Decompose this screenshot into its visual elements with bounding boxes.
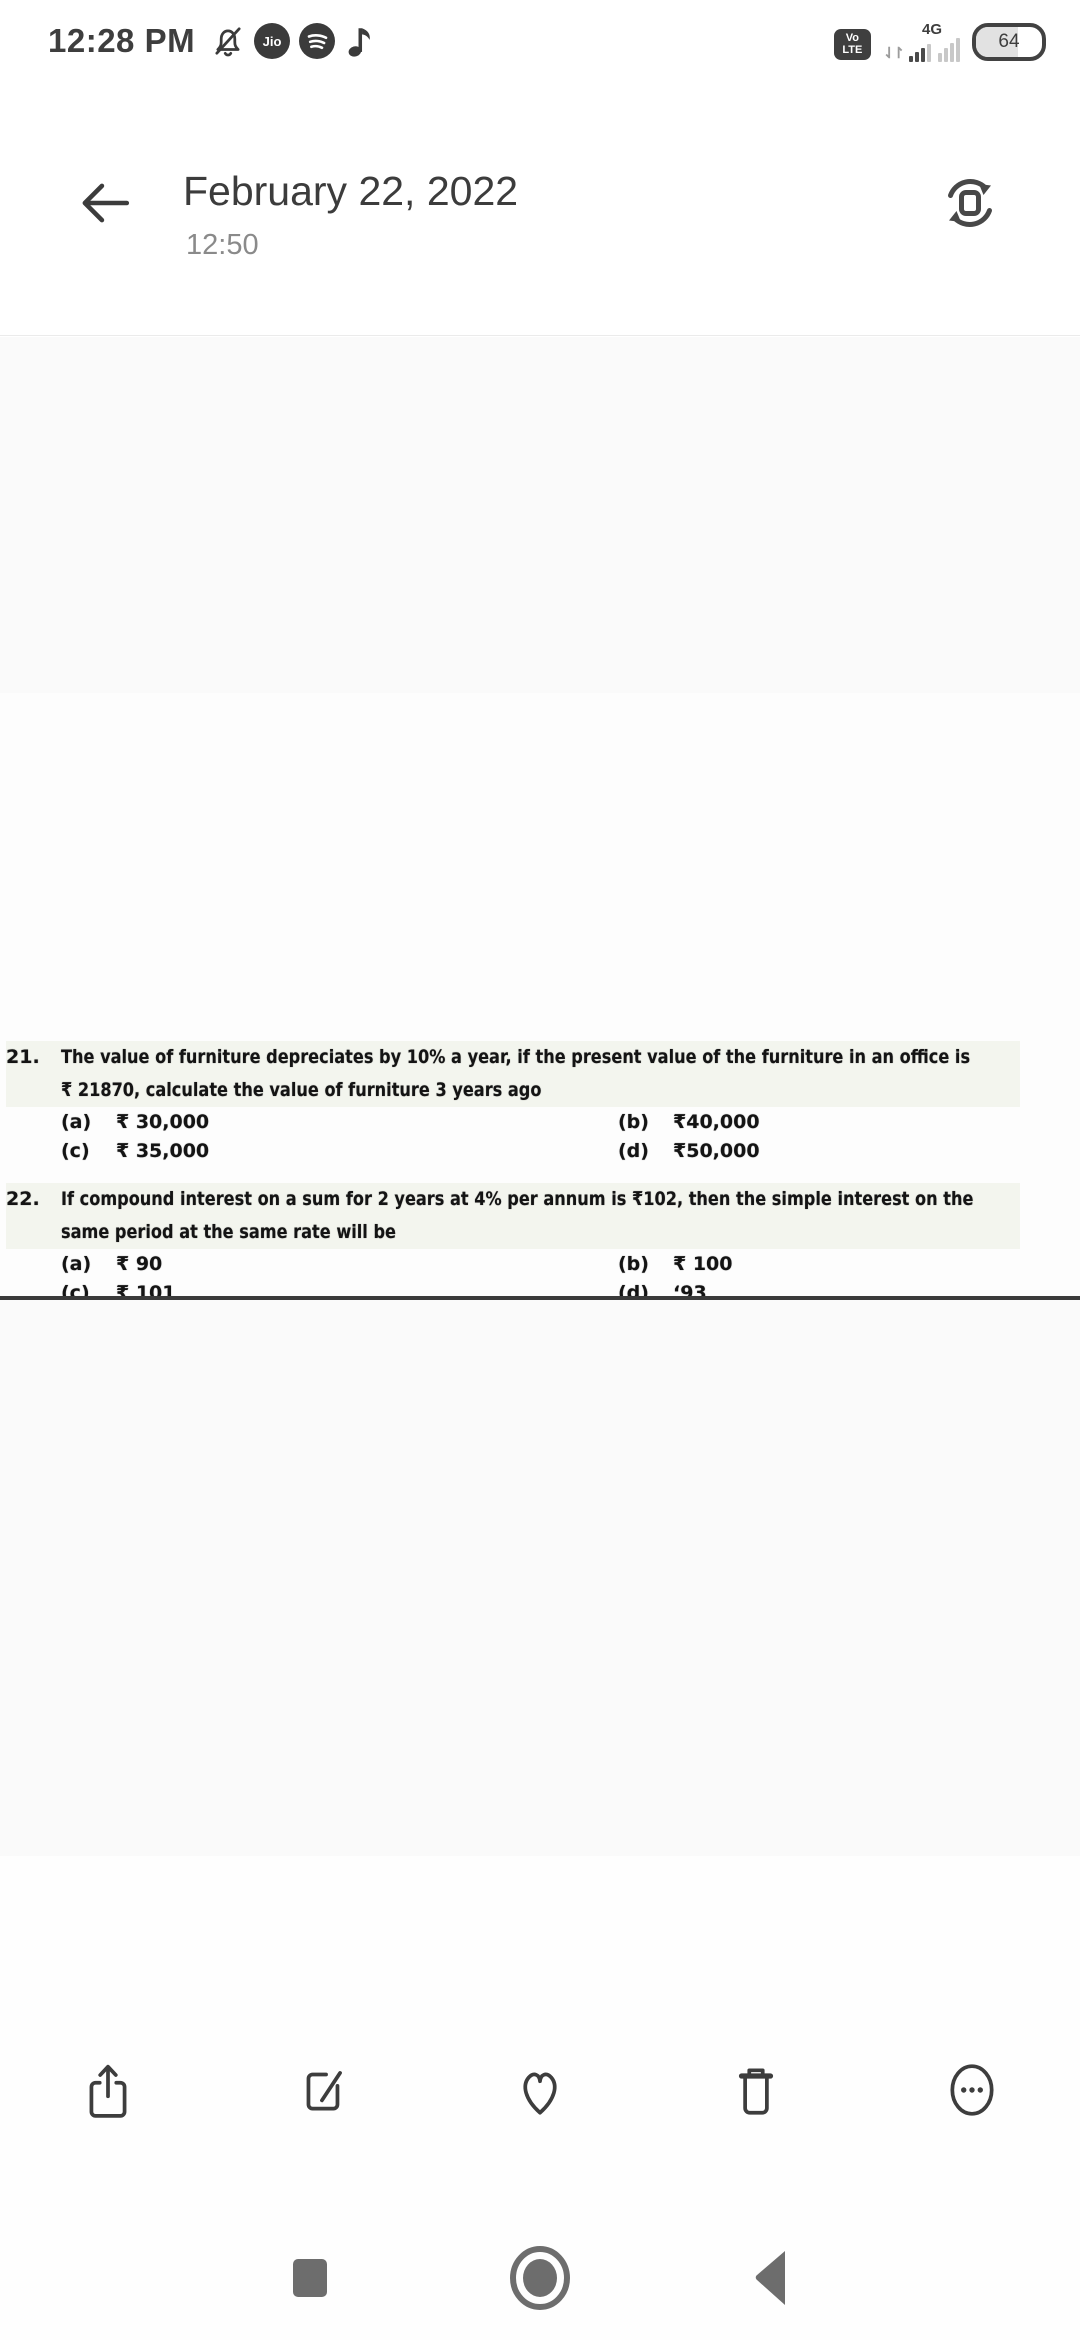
options-row: (c) ₹ 35,000 (d) ₹50,000 [61, 1136, 1020, 1165]
back-button[interactable] [74, 173, 134, 233]
battery-fill [976, 26, 1019, 57]
signal-bars-sim1 [909, 43, 931, 62]
share-button[interactable] [76, 2058, 140, 2122]
recents-icon [292, 2258, 328, 2298]
option-label: (c) [61, 1281, 90, 1300]
option-value: ₹ 90 [116, 1252, 163, 1275]
battery-percent: 64 [998, 30, 1020, 52]
photo-timestamp: 12:50 [186, 229, 259, 261]
photo-image[interactable]: 21. The value of furniture depreciates b… [0, 693, 1080, 1300]
more-icon [943, 2061, 1001, 2119]
option-label: (a) [61, 1110, 92, 1133]
rotate-icon [938, 171, 1002, 235]
option-label: (b) [618, 1252, 649, 1275]
heart-icon [511, 2061, 569, 2119]
back-triangle-icon [753, 2249, 787, 2307]
more-button[interactable] [940, 2058, 1004, 2122]
options-row: (c) ₹ 101 (d) ‘93 [61, 1278, 1020, 1300]
option-label: (d) [618, 1139, 649, 1162]
option-value: ₹ 101 [116, 1281, 176, 1300]
page-title: February 22, 2022 [183, 168, 519, 214]
option-value: ₹40,000 [673, 1110, 760, 1133]
photo-toolbar [0, 2058, 1080, 2122]
back-arrow-icon [75, 174, 133, 232]
question-line: If compound interest on a sum for 2 year… [61, 1188, 974, 1210]
option-label: (a) [61, 1252, 92, 1275]
photo-viewer: 21. The value of furniture depreciates b… [0, 337, 1080, 1856]
back-nav-button[interactable] [741, 2243, 799, 2313]
option-label: (d) [618, 1281, 649, 1300]
signal-indicator: 4G ⇃↾ [883, 21, 960, 62]
option-value: ₹ 30,000 [116, 1110, 210, 1133]
question-number: 21. [6, 1046, 40, 1068]
gallery-header: February 22, 2022 12:50 [0, 76, 1080, 336]
options-row: (a) ₹ 90 (b) ₹ 100 [61, 1249, 1020, 1278]
spotify-icon [299, 23, 336, 59]
data-activity-arrows: ⇃↾ [882, 44, 905, 62]
edit-icon [295, 2061, 353, 2119]
battery-indicator: 64 [972, 22, 1046, 61]
status-indicators: Vo LTE 4G ⇃↾ [833, 21, 1046, 62]
question-line: The value of furniture depreciates by 10… [61, 1046, 971, 1068]
signal-bars-sim2 [938, 37, 960, 62]
android-navbar [0, 2234, 1080, 2322]
option-value: ₹ 100 [673, 1252, 733, 1275]
option-value: ₹50,000 [673, 1139, 760, 1162]
jio-icon: Jio [254, 23, 291, 59]
volte-badge: Vo LTE [833, 28, 871, 60]
home-button[interactable] [509, 2243, 571, 2313]
option-value: ‘93 [673, 1281, 707, 1300]
music-note-icon [344, 24, 374, 58]
notification-icons: Jio [211, 23, 374, 59]
question-block: 21. The value of furniture depreciates b… [6, 1041, 1020, 1165]
options-row: (a) ₹ 30,000 (b) ₹40,000 [61, 1107, 1020, 1136]
home-icon [509, 2245, 571, 2311]
clock: 12:28 PM [48, 22, 196, 59]
question-line: same period at the same rate will be [61, 1221, 396, 1243]
option-label: (c) [61, 1139, 90, 1162]
status-bar: 12:28 PM Jio [0, 0, 1080, 76]
muted-bell-icon [211, 24, 245, 58]
edit-button[interactable] [292, 2058, 356, 2122]
favorite-button[interactable] [508, 2058, 572, 2122]
option-label: (b) [618, 1110, 649, 1133]
network-type-label: 4G [921, 20, 942, 38]
question-number: 22. [6, 1188, 40, 1210]
question-block: 22. If compound interest on a sum for 2 … [6, 1183, 1020, 1300]
option-value: ₹ 35,000 [116, 1139, 210, 1162]
share-icon [79, 2061, 137, 2119]
recents-button[interactable] [281, 2243, 339, 2313]
delete-button[interactable] [724, 2058, 788, 2122]
rotate-button[interactable] [936, 169, 1004, 237]
trash-icon [727, 2061, 785, 2119]
question-line: ₹ 21870, calculate the value of furnitur… [61, 1079, 542, 1101]
